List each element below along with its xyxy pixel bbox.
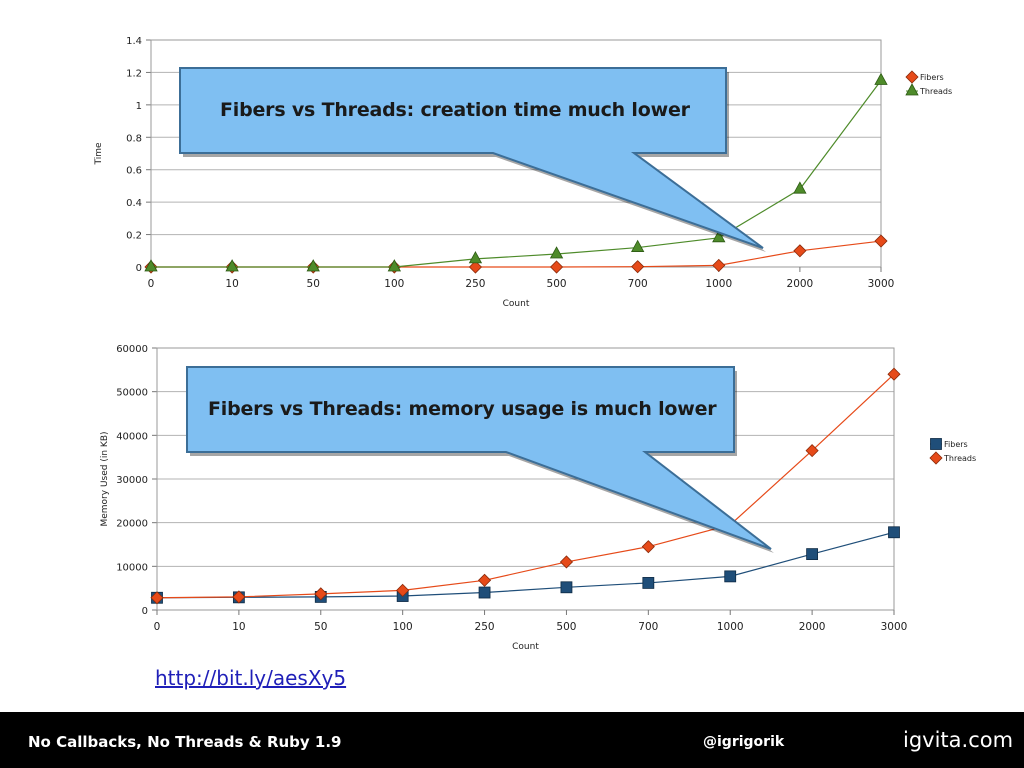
footer-bar: No Callbacks, No Threads & Ruby 1.9 @igr… bbox=[0, 712, 1024, 768]
callout-memory-usage: Fibers vs Threads: memory usage is much … bbox=[208, 398, 717, 420]
data-point bbox=[712, 229, 726, 243]
data-point bbox=[477, 573, 492, 587]
data-point bbox=[793, 181, 807, 194]
data-point bbox=[724, 570, 737, 583]
creation-time-chart: 0 0.2 0.4 0.6 0.8 1 1.2 1.4 0 10 50 100 250 500 700 100… bbox=[94, 36, 952, 309]
y-tick-label: 30000 bbox=[116, 475, 148, 486]
data-point bbox=[806, 548, 819, 561]
x-tick-label: 2000 bbox=[799, 621, 826, 633]
data-point bbox=[874, 234, 888, 248]
legend-label: Fibers bbox=[944, 440, 968, 449]
y-axis-title: Memory Used (in KB) bbox=[100, 431, 110, 526]
legend-marker bbox=[905, 70, 919, 84]
x-tick-label: 0 bbox=[148, 278, 155, 290]
data-point bbox=[478, 586, 491, 599]
data-point bbox=[144, 259, 158, 272]
data-point bbox=[225, 259, 239, 272]
data-point bbox=[887, 367, 901, 381]
callout-bubble bbox=[186, 366, 772, 550]
series-line bbox=[156, 373, 895, 599]
x-tick-label: 700 bbox=[628, 278, 648, 290]
y-tick-label: 0.4 bbox=[126, 198, 142, 209]
twitter-handle: @igrigorik bbox=[703, 734, 785, 750]
data-point bbox=[631, 260, 645, 274]
callout-bubble bbox=[179, 67, 764, 249]
legend: Fibers Threads bbox=[905, 70, 952, 96]
y-tick-label: 60000 bbox=[116, 344, 148, 355]
y-tick-label: 0.2 bbox=[126, 231, 142, 242]
x-tick-label: 250 bbox=[465, 278, 485, 290]
x-tick-label: 0 bbox=[154, 621, 161, 633]
x-tick-label: 100 bbox=[393, 621, 413, 633]
data-point bbox=[641, 540, 655, 554]
data-point bbox=[468, 260, 483, 274]
data-point bbox=[888, 526, 900, 539]
data-point bbox=[712, 258, 726, 272]
legend-label: Threads bbox=[919, 87, 952, 96]
legend-label: Fibers bbox=[920, 73, 944, 82]
site-name: igvita.com bbox=[903, 728, 1014, 752]
presentation-title: No Callbacks, No Threads & Ruby 1.9 bbox=[28, 733, 342, 751]
series-line bbox=[151, 240, 882, 268]
legend-marker bbox=[929, 451, 943, 465]
series-line bbox=[151, 80, 882, 268]
data-point bbox=[396, 583, 410, 597]
y-tick-label: 10000 bbox=[116, 562, 148, 573]
series-line bbox=[156, 531, 895, 599]
data-point bbox=[314, 587, 328, 601]
y-axis-title: Time bbox=[94, 142, 104, 165]
plot-area bbox=[156, 347, 895, 611]
data-point bbox=[560, 581, 573, 594]
series-fibers bbox=[151, 526, 900, 604]
legend-label: Threads bbox=[943, 454, 976, 463]
x-tick-label: 50 bbox=[307, 278, 320, 290]
x-tick-label: 3000 bbox=[881, 621, 908, 633]
data-point bbox=[559, 555, 574, 569]
legend-marker bbox=[930, 438, 942, 450]
y-tick-label: 50000 bbox=[116, 388, 148, 399]
y-tick-label: 1 bbox=[136, 101, 142, 112]
x-tick-label: 500 bbox=[556, 621, 576, 633]
data-point bbox=[630, 239, 645, 252]
x-axis-title: Count bbox=[512, 642, 539, 652]
memory-usage-chart: 0 10000 20000 30000 40000 50000 60000 0 10 50 100 2… bbox=[100, 344, 976, 652]
data-point bbox=[642, 577, 655, 589]
data-point bbox=[549, 260, 564, 274]
data-point bbox=[805, 444, 819, 458]
x-tick-label: 100 bbox=[384, 278, 404, 290]
data-point bbox=[387, 259, 402, 272]
x-tick-label: 1000 bbox=[705, 278, 732, 290]
y-tick-label: 0 bbox=[136, 263, 142, 274]
data-point bbox=[306, 259, 320, 272]
x-tick-label: 3000 bbox=[868, 278, 895, 290]
y-tick-label: 0.8 bbox=[126, 133, 142, 144]
series-threads bbox=[144, 72, 888, 272]
y-tick-label: 0.6 bbox=[126, 166, 142, 177]
x-tick-label: 700 bbox=[638, 621, 658, 633]
y-tick-label: 20000 bbox=[116, 519, 148, 530]
data-point bbox=[232, 590, 246, 604]
x-tick-label: 10 bbox=[225, 278, 238, 290]
data-point bbox=[468, 251, 483, 264]
x-axis-title: Count bbox=[503, 299, 530, 309]
data-point bbox=[150, 591, 164, 605]
x-tick-label: 10 bbox=[232, 621, 245, 633]
x-tick-label: 250 bbox=[475, 621, 495, 633]
y-tick-label: 1.4 bbox=[126, 36, 142, 47]
legend: Fibers Threads bbox=[929, 438, 976, 465]
source-link[interactable]: http://bit.ly/aesXy5 bbox=[155, 666, 347, 690]
x-tick-label: 2000 bbox=[787, 278, 814, 290]
data-point bbox=[549, 246, 564, 259]
callout-creation-time: Fibers vs Threads: creation time much lo… bbox=[220, 99, 690, 121]
y-tick-label: 0 bbox=[142, 606, 148, 617]
x-tick-label: 50 bbox=[314, 621, 327, 633]
x-tick-label: 500 bbox=[547, 278, 567, 290]
y-tick-label: 40000 bbox=[116, 431, 148, 442]
data-point bbox=[874, 72, 888, 85]
y-tick-label: 1.2 bbox=[126, 68, 142, 79]
data-point bbox=[793, 244, 807, 258]
x-tick-label: 1000 bbox=[717, 621, 744, 633]
legend-marker bbox=[905, 83, 919, 96]
